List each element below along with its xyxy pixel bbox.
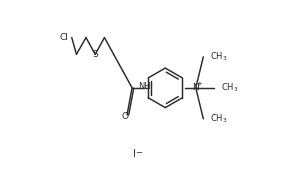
Text: CH$_3$: CH$_3$ (210, 51, 228, 63)
Text: I: I (133, 149, 136, 159)
Text: +: + (196, 81, 202, 87)
Text: CH$_3$: CH$_3$ (210, 113, 228, 125)
Text: −: − (135, 148, 142, 157)
Text: O: O (122, 112, 129, 121)
Text: NH: NH (138, 82, 151, 91)
Text: N: N (192, 83, 199, 92)
Text: Cl: Cl (59, 33, 68, 42)
Text: S: S (92, 50, 98, 59)
Text: CH$_3$: CH$_3$ (221, 82, 239, 94)
